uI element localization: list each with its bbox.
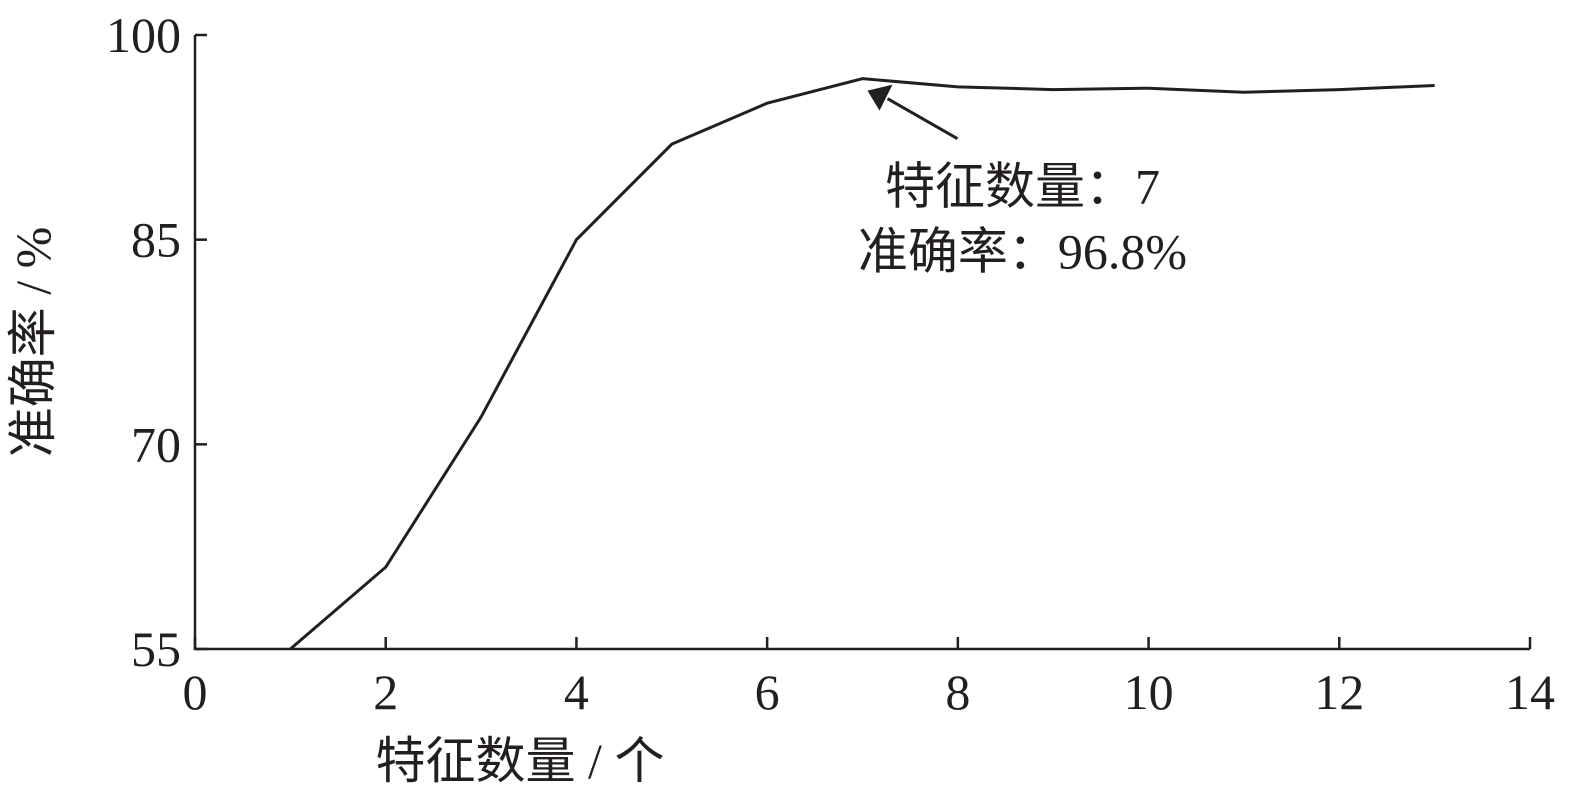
y-axis-title: 准确率 / %: [5, 227, 61, 458]
y-tick-label: 70: [131, 416, 181, 472]
x-tick-label: 10: [1124, 664, 1174, 720]
x-tick-label: 4: [564, 664, 589, 720]
x-tick-label: 2: [373, 664, 398, 720]
x-tick-label: 6: [755, 664, 780, 720]
line: [289, 77, 1435, 651]
x-tick-label: 14: [1505, 664, 1555, 720]
annotation-text: 准确率：96.8%: [858, 224, 1187, 280]
axis-lines: [193, 35, 1530, 651]
y-tick-label: 100: [106, 7, 181, 63]
y-tick-label: 55: [131, 621, 181, 677]
x-tick-label: 12: [1314, 664, 1364, 720]
x-axis-title: 特征数量 / 个: [376, 733, 665, 789]
x-tick-label: 0: [183, 664, 208, 720]
annotation-arrowhead: [867, 84, 893, 111]
annotation-arrow: [886, 97, 959, 140]
x-tick-label: 8: [945, 664, 970, 720]
annotation-text: 特征数量：7: [885, 159, 1160, 215]
y-tick-label: 85: [131, 212, 181, 268]
